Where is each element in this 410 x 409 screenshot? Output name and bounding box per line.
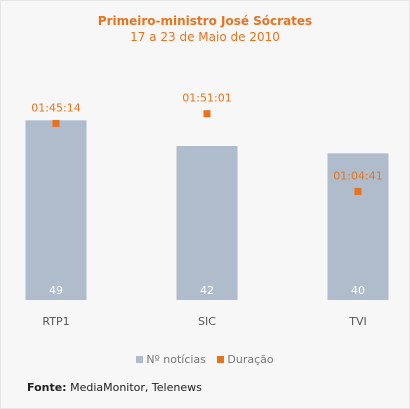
- duration-label-rtp1: 01:45:14: [31, 101, 80, 114]
- bar-rtp1: [25, 120, 87, 300]
- source-label: Fonte:: [27, 381, 67, 394]
- chart-legend: Nº notícias Duração: [0, 353, 410, 366]
- category-label-tvi: TVI: [348, 315, 367, 328]
- category-label-sic: SIC: [198, 315, 216, 328]
- legend-swatch-duracao: [217, 356, 225, 363]
- bar-tvi: [327, 153, 389, 300]
- bar-label-rtp1: 49: [49, 284, 63, 297]
- duration-point-tvi: [354, 187, 362, 195]
- chart-title: Primeiro-ministro José Sócrates: [97, 14, 313, 28]
- duration-point-sic: [203, 110, 211, 118]
- legend-label-noticias: Nº notícias: [146, 353, 206, 366]
- legend-item-noticias: Nº notícias: [136, 353, 206, 366]
- chart-subtitle: 17 a 23 de Maio de 2010: [130, 30, 280, 44]
- legend-label-duracao: Duração: [227, 353, 274, 366]
- source-text: MediaMonitor, Telenews: [70, 381, 202, 394]
- legend-swatch-noticias: [136, 356, 144, 363]
- bar-sic: [176, 146, 238, 300]
- source-note: Fonte: MediaMonitor, Telenews: [27, 381, 202, 394]
- legend-item-duracao: Duração: [217, 353, 274, 366]
- duration-point-rtp1: [52, 119, 60, 127]
- bar-label-sic: 42: [200, 284, 214, 297]
- category-label-rtp1: RTP1: [42, 315, 69, 328]
- bar-label-tvi: 40: [351, 284, 365, 297]
- duration-label-sic: 01:51:01: [182, 92, 231, 105]
- duration-label-tvi: 01:04:41: [333, 169, 382, 182]
